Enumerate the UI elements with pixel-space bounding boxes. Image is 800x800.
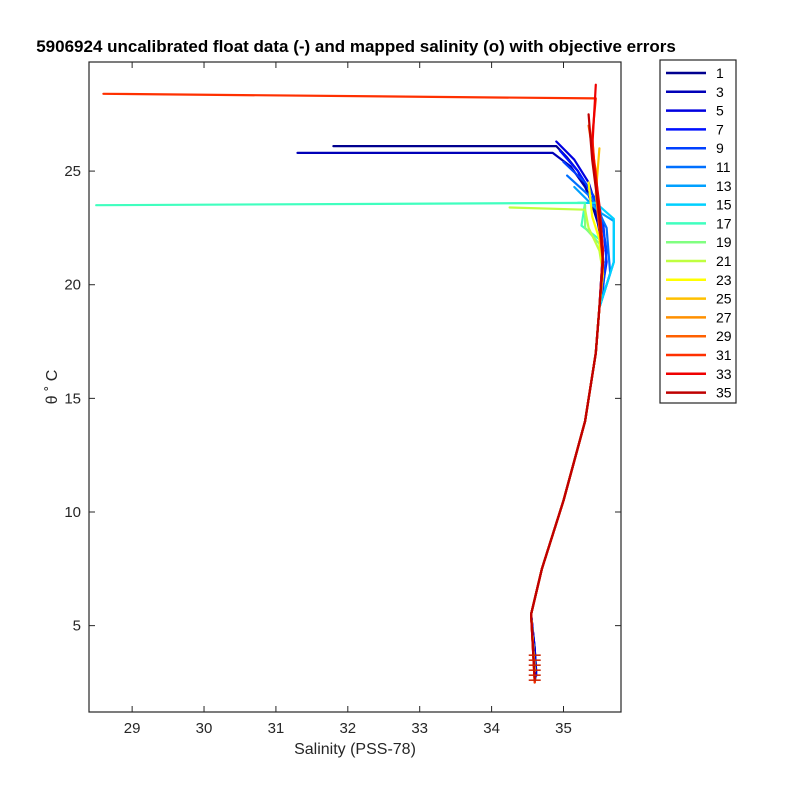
x-tick-label: 31 xyxy=(268,720,285,737)
x-tick-label: 30 xyxy=(196,720,213,737)
legend-label-35: 35 xyxy=(716,385,732,401)
y-axis-label: θ ˚ C xyxy=(44,370,61,405)
series-line-35 xyxy=(529,113,605,682)
plot-frame xyxy=(88,61,622,713)
legend-label-27: 27 xyxy=(716,309,732,325)
legend-label-31: 31 xyxy=(716,347,732,363)
legend-label-9: 9 xyxy=(716,140,724,156)
x-tick-label: 29 xyxy=(124,720,141,737)
chart-title: 5906924 uncalibrated float data (-) and … xyxy=(36,37,676,56)
legend-label-1: 1 xyxy=(716,65,724,81)
legend-label-15: 15 xyxy=(716,197,732,213)
legend-label-3: 3 xyxy=(716,84,724,100)
y-tick-label: 15 xyxy=(64,390,81,407)
legend-label-5: 5 xyxy=(716,103,724,119)
legend-label-17: 17 xyxy=(716,215,732,231)
legend-label-29: 29 xyxy=(716,328,732,344)
x-tick-label: 33 xyxy=(411,720,428,737)
y-tick-label: 20 xyxy=(64,277,81,294)
x-axis-label: Salinity (PSS-78) xyxy=(294,741,416,758)
x-tick-label: 32 xyxy=(339,720,356,737)
legend-label-33: 33 xyxy=(716,366,732,382)
y-tick-label: 25 xyxy=(64,163,81,180)
x-tick-label: 35 xyxy=(555,720,572,737)
plot-area xyxy=(89,62,621,712)
legend-box xyxy=(659,59,737,404)
legend-label-19: 19 xyxy=(716,234,732,250)
legend-label-7: 7 xyxy=(716,121,724,137)
legend-label-11: 11 xyxy=(716,159,731,175)
legend-label-13: 13 xyxy=(716,178,732,194)
legend-label-21: 21 xyxy=(716,253,732,269)
legend-label-23: 23 xyxy=(716,272,732,288)
series-layer xyxy=(95,83,615,684)
y-tick-label: 10 xyxy=(64,504,81,521)
legend-label-25: 25 xyxy=(716,291,732,307)
x-tick-label: 34 xyxy=(483,720,500,737)
x-axis-ticks: 29 30 31 32 33 34 35 xyxy=(124,62,572,737)
y-axis-ticks: 5 10 15 20 25 xyxy=(64,163,621,635)
y-tick-label: 5 xyxy=(73,618,81,635)
